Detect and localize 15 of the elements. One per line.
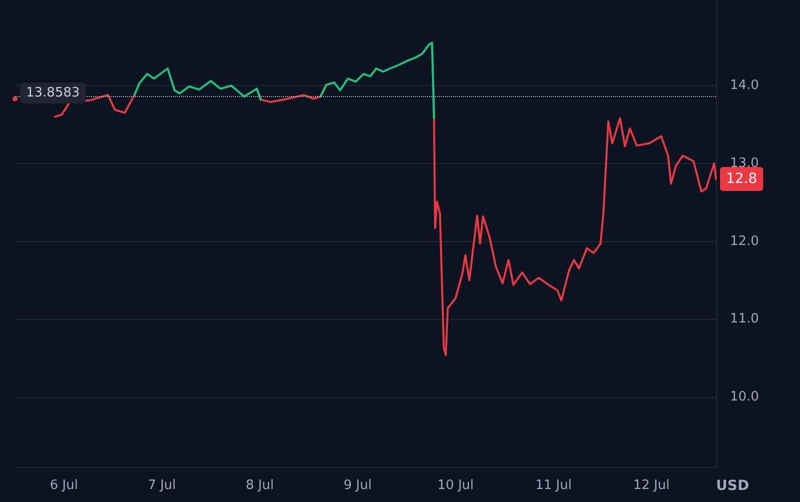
ref-line-label: 13.8583 <box>26 86 80 101</box>
x-tick-label: 10 Jul <box>437 478 474 493</box>
x-tick-label: 6 Jul <box>50 478 78 493</box>
x-tick-label: 7 Jul <box>148 478 176 493</box>
x-tick-label: 8 Jul <box>246 478 274 493</box>
y-axis-title: USD <box>716 478 750 494</box>
y-tick-label: 11.0 <box>730 312 759 327</box>
y-tick-label: 13.0 <box>730 156 759 171</box>
y-tick-label: 10.0 <box>730 389 759 404</box>
annotation: 12.8 <box>726 171 758 188</box>
x-tick-label: 12 Jul <box>633 478 670 493</box>
x-tick-label: 9 Jul <box>344 478 372 493</box>
x-tick-label: 11 Jul <box>535 478 572 493</box>
y-tick-label: 12.0 <box>730 234 759 249</box>
y-tick-label: 14.0 <box>730 78 759 94</box>
